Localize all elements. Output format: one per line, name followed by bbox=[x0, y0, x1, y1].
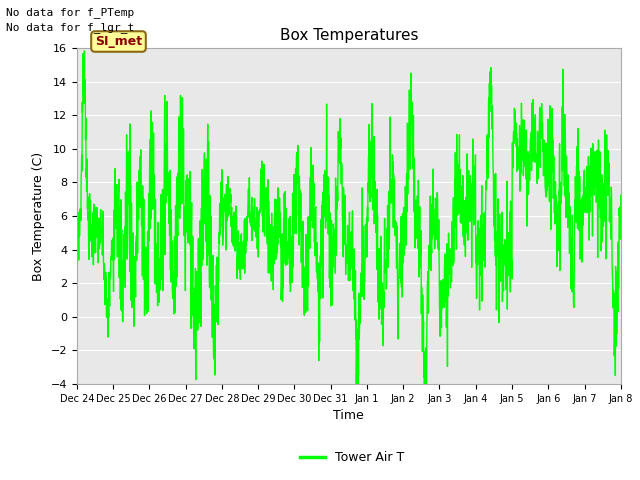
X-axis label: Time: Time bbox=[333, 409, 364, 422]
Text: SI_met: SI_met bbox=[95, 35, 142, 48]
Y-axis label: Box Temperature (C): Box Temperature (C) bbox=[32, 151, 45, 281]
Text: No data for f_PTemp: No data for f_PTemp bbox=[6, 7, 134, 18]
Title: Box Temperatures: Box Temperatures bbox=[280, 28, 418, 43]
Legend: Tower Air T: Tower Air T bbox=[295, 446, 409, 469]
Text: No data for f_lgr_t: No data for f_lgr_t bbox=[6, 22, 134, 33]
